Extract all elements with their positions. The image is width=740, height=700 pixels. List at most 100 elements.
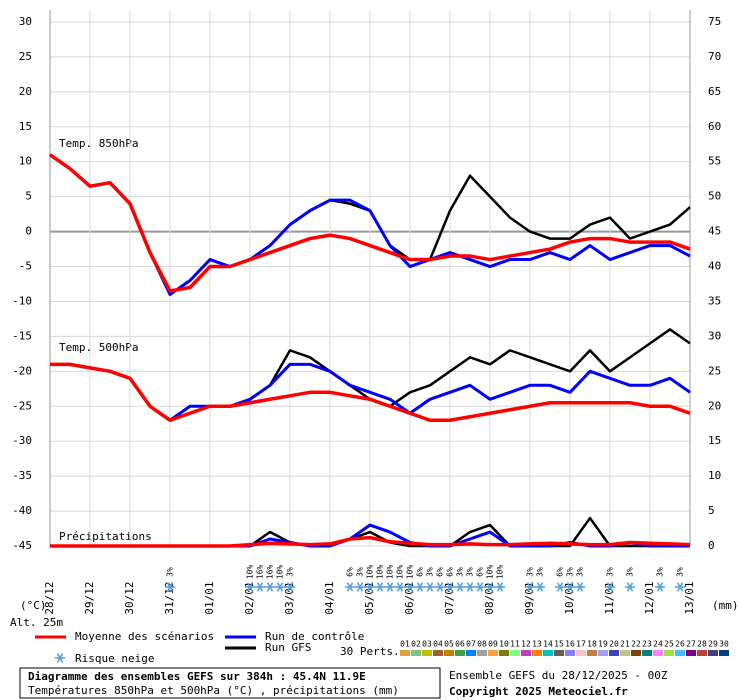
snow-stroke (436, 582, 444, 592)
snow-risk-label: 3% (526, 567, 535, 577)
perturbation-label: 11 (510, 640, 520, 649)
y2-tick-label: 50 (708, 190, 721, 203)
perturbation-swatch (719, 650, 729, 656)
perturbation-swatch (521, 650, 531, 656)
snow-icon (445, 582, 455, 592)
perturbation-label: 26 (675, 640, 685, 649)
snow-risk-label: 6% (446, 567, 455, 577)
perturbation-swatch (466, 650, 476, 656)
snow-risk-label: 6% (416, 567, 425, 577)
perturbation-label: 29 (708, 640, 718, 649)
snow-icon (405, 582, 415, 592)
snow-risk-label: 10% (486, 565, 495, 580)
y-tick-label: -15 (12, 329, 32, 342)
snow-stroke (496, 582, 504, 592)
perturbation-swatch (686, 650, 696, 656)
perturbation-swatch (620, 650, 630, 656)
y2-tick-label: 5 (708, 504, 715, 517)
y-tick-label: -20 (12, 364, 32, 377)
snow-risk-label: 10% (406, 565, 415, 580)
perturbation-swatch (642, 650, 652, 656)
perturbation-swatch (510, 650, 520, 656)
perturbation-swatch (708, 650, 718, 656)
series-line (50, 535, 691, 548)
legend-label: Run de contrôle (265, 630, 364, 643)
snow-risk-label: 3% (626, 567, 635, 577)
perturbation-label: 08 (477, 640, 487, 649)
y2-tick-label: 75 (708, 15, 721, 28)
x-tick-label: 28/12 (43, 581, 56, 614)
snow-icon (275, 582, 285, 592)
footer-run: Ensemble GEFS du 28/12/2025 - 00Z (449, 669, 668, 682)
snow-stroke (56, 653, 64, 663)
snow-icon (565, 582, 575, 592)
snow-stroke (676, 582, 684, 592)
x-tick-label: 03/01 (283, 581, 296, 614)
snow-stroke (426, 582, 434, 592)
snow-icon (55, 653, 65, 663)
perturbation-label: 04 (433, 640, 443, 649)
snow-stroke (476, 582, 484, 592)
footer-subtitle: Températures 850hPa et 500hPa (°C) , pré… (28, 684, 399, 697)
snow-risk-label: 3% (656, 567, 665, 577)
perturbation-swatch (565, 650, 575, 656)
snow-stroke (246, 582, 254, 592)
snow-icon (355, 582, 365, 592)
snow-stroke (166, 582, 174, 592)
y2-tick-label: 10 (708, 469, 721, 482)
perturbation-label: 07 (466, 640, 476, 649)
perturbation-label: 03 (422, 640, 432, 649)
perturbation-label: 13 (532, 640, 542, 649)
panel-label: Précipitations (59, 530, 152, 543)
snow-stroke (356, 582, 364, 592)
snow-stroke (556, 582, 564, 592)
perturbation-label: 28 (697, 640, 707, 649)
x-tick-label: 08/01 (483, 581, 496, 614)
perturbation-label: 21 (620, 640, 630, 649)
perturbation-swatch (631, 650, 641, 656)
snow-stroke (256, 582, 264, 592)
snow-icon (425, 582, 435, 592)
x-tick-label: 30/12 (123, 581, 136, 614)
y-tick-label: -10 (12, 294, 32, 307)
x-tick-label: 29/12 (83, 581, 96, 614)
y-tick-label: 25 (19, 50, 32, 63)
perturbation-swatch (653, 650, 663, 656)
perturbation-swatch (697, 650, 707, 656)
perturbation-label: 24 (653, 640, 663, 649)
y-tick-label: -5 (19, 260, 32, 273)
perturbation-label: 25 (664, 640, 674, 649)
snow-risk-label: 3% (566, 567, 575, 577)
perturbation-label: 06 (455, 640, 465, 649)
legend-label: Risque neige (75, 652, 154, 665)
perturbation-swatch (609, 650, 619, 656)
y-tick-label: 20 (19, 85, 32, 98)
snow-icon (575, 582, 585, 592)
snow-icon (525, 582, 535, 592)
perturbation-label: 05 (444, 640, 454, 649)
snow-risk-label: 6% (346, 567, 355, 577)
y2-tick-label: 45 (708, 225, 721, 238)
snow-risk-label: 6% (476, 567, 485, 577)
snow-stroke (406, 582, 414, 592)
x-tick-label: 04/01 (323, 581, 336, 614)
x-tick-label: 13/01 (683, 581, 696, 614)
legend-label: Run GFS (265, 641, 311, 654)
snow-icon (485, 582, 495, 592)
snow-stroke (266, 582, 274, 592)
y2-axis-label: (mm) (712, 599, 739, 612)
snow-stroke (656, 582, 664, 592)
x-tick-label: 02/01 (243, 581, 256, 614)
snow-stroke (396, 582, 404, 592)
perturbation-swatch (444, 650, 454, 656)
panel-label: Temp. 850hPa (59, 137, 138, 150)
snow-risk-label: 3% (456, 567, 465, 577)
snow-risk-label: 3% (466, 567, 475, 577)
x-tick-label: 31/12 (163, 581, 176, 614)
y2-tick-label: 25 (708, 364, 721, 377)
x-tick-label: 11/01 (603, 581, 616, 614)
perturbation-swatch (488, 650, 498, 656)
perturbation-title: 30 Perts. (340, 645, 400, 658)
snow-risk-label: 3% (166, 567, 175, 577)
y2-tick-label: 30 (708, 329, 721, 342)
